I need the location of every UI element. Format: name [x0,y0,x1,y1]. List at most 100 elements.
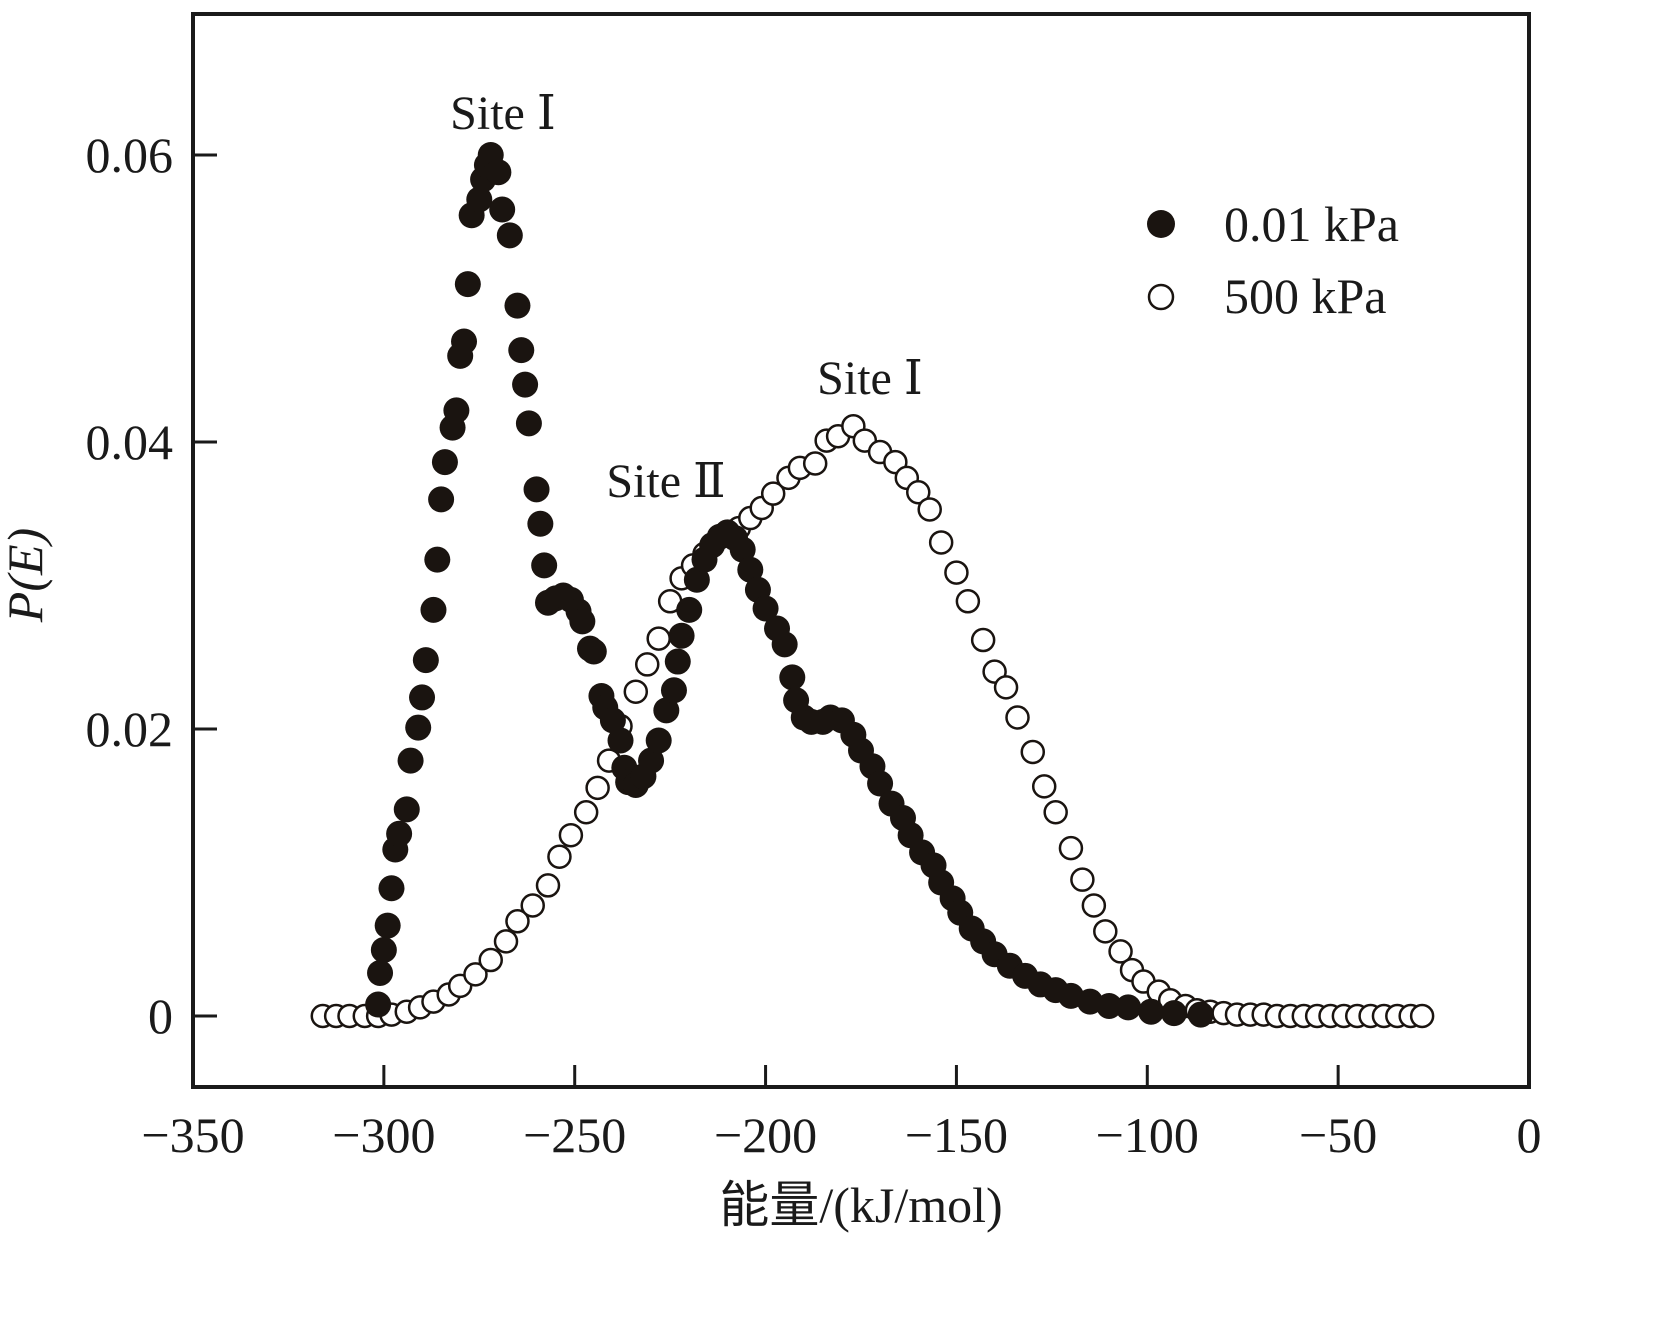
data-point-500kpa [1070,867,1095,892]
data-point-500kpa [463,962,488,987]
data-point-001kpa [431,449,458,476]
x-tick-label: −100 [1096,1107,1199,1163]
data-point-001kpa [660,677,687,704]
y-tick-label: 0.02 [86,701,174,757]
x-axis-title: 能量/(kJ/mol) [719,1177,1002,1233]
y-axis-title: P(E) [0,528,53,623]
data-point-001kpa [771,631,798,658]
data-point-001kpa [393,796,420,823]
legend-label-500kpa: 500 kPa [1224,268,1387,324]
data-point-001kpa [466,186,493,213]
series-500kpa [310,413,1435,1029]
data-point-001kpa [508,337,535,364]
data-point-500kpa [623,679,649,704]
data-point-500kpa [478,947,503,973]
data-point-001kpa [523,476,550,503]
data-point-001kpa [779,664,806,691]
data-point-500kpa [1093,919,1118,944]
data-point-001kpa [1138,998,1165,1025]
data-point-500kpa [493,929,519,954]
x-tick-label: −300 [332,1107,435,1163]
data-point-500kpa [646,626,671,651]
plot-frame [191,12,1531,1089]
legend-label-001kpa: 0.01 kPa [1224,196,1399,252]
data-point-001kpa [424,546,451,573]
x-tick-label: −250 [523,1107,626,1163]
data-point-500kpa [970,627,996,653]
data-point-500kpa [520,893,545,918]
data-point-500kpa [1020,739,1046,765]
data-point-500kpa [558,822,584,848]
legend-marker-filled [1147,210,1175,238]
y-tick-label: 0 [148,988,173,1044]
annotation-site-2: Site Ⅱ [606,455,725,508]
data-point-001kpa [599,707,626,734]
data-point-500kpa [928,530,954,555]
data-point-001kpa [451,328,478,355]
data-point-001kpa [1096,992,1123,1019]
data-point-500kpa [1031,774,1057,799]
y-tick-label: 0.04 [86,414,174,470]
data-point-001kpa [1161,1000,1188,1027]
data-point-500kpa [1058,835,1084,861]
data-point-001kpa [752,595,779,622]
data-point-001kpa [653,697,680,724]
data-point-001kpa [515,410,542,437]
data-point-001kpa [489,196,516,223]
data-point-001kpa [527,510,554,537]
x-tick-label: −200 [714,1107,817,1163]
data-point-001kpa [729,536,756,563]
x-tick-label: −350 [141,1107,244,1163]
data-point-001kpa [676,596,703,623]
data-point-001kpa [386,820,413,847]
data-point-500kpa [535,873,561,898]
y-tick-label: 0.06 [86,127,174,183]
data-point-001kpa [683,566,710,593]
data-point-001kpa [512,371,539,398]
data-point-001kpa [569,608,596,635]
data-point-001kpa [496,222,523,249]
data-point-001kpa [420,596,447,623]
data-point-001kpa [443,397,470,424]
data-point-500kpa [1043,799,1068,825]
data-point-001kpa [1187,1001,1214,1028]
data-point-500kpa [634,652,660,677]
data-point-500kpa [505,909,530,934]
data-point-001kpa [374,912,401,939]
legend: 0.01 kPa 500 kPa [1147,196,1399,324]
data-point-500kpa [944,560,969,585]
x-tick-label: −50 [1299,1107,1377,1163]
data-point-500kpa [1409,1003,1435,1029]
data-point-001kpa [397,747,424,774]
data-point-001kpa [531,552,558,579]
legend-marker-open [1147,283,1175,311]
data-point-001kpa [737,556,764,583]
data-point-001kpa [607,727,634,754]
x-axis-ticks: −350 −300 −250 −200 −150 −100 −50 0 [141,1065,1542,1163]
data-point-001kpa [668,622,695,649]
axes-box [191,12,1531,1089]
data-point-001kpa [867,770,894,797]
series-001kpa [365,142,1214,1028]
data-point-001kpa [405,714,432,741]
y-axis-ticks: 0 0.02 0.04 0.06 [86,127,217,1044]
data-point-001kpa [365,991,392,1018]
data-point-001kpa [454,271,481,298]
data-point-500kpa [802,451,828,476]
x-tick-label: −150 [905,1107,1008,1163]
data-point-001kpa [485,159,512,186]
data-point-500kpa [585,775,610,801]
data-point-500kpa [993,675,1019,700]
data-point-001kpa [409,684,436,711]
data-point-500kpa [906,479,931,505]
data-point-500kpa [1081,893,1107,918]
data-point-500kpa [1108,939,1133,964]
data-point-500kpa [955,589,981,614]
annotation-site-1-low-pressure: Site Ⅰ [450,87,556,140]
data-point-500kpa [573,799,599,825]
data-point-500kpa [547,844,572,869]
data-point-500kpa [917,497,942,522]
data-point-001kpa [370,936,397,963]
data-point-500kpa [1005,705,1030,730]
